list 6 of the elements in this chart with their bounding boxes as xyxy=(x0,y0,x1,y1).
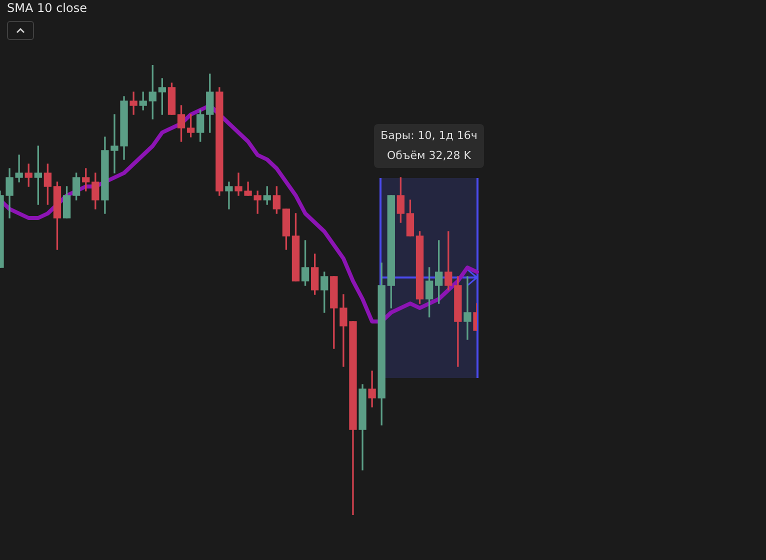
candlestick xyxy=(130,92,138,115)
candlestick xyxy=(225,182,233,210)
annotation: Объём 32,28 K xyxy=(386,148,472,164)
candlestick xyxy=(464,276,472,340)
annotation: Бары: 10, 1д 16ч xyxy=(380,128,478,144)
chart-title: SMA 10 close xyxy=(7,0,87,16)
